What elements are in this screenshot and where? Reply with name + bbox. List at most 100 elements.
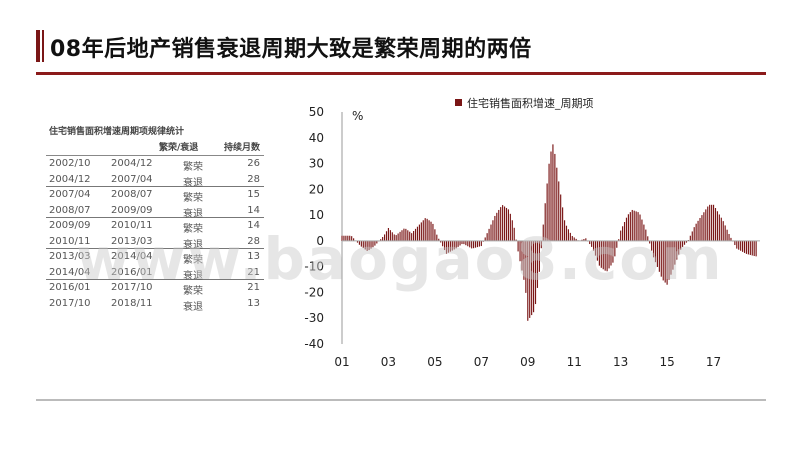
data-bar	[682, 240, 684, 247]
data-bar	[420, 222, 422, 241]
data-bar	[407, 230, 409, 241]
x-tick-label: 07	[474, 355, 489, 369]
data-bar	[385, 231, 388, 241]
page-title: 08年后地产销售衰退周期大致是繁荣周期的两倍	[50, 37, 532, 62]
data-bar	[548, 163, 550, 241]
data-bar	[455, 240, 457, 249]
data-bar	[469, 240, 471, 248]
row-months: 21	[247, 282, 260, 293]
data-bar	[668, 240, 670, 280]
data-bar	[614, 240, 616, 257]
data-bar	[631, 209, 633, 241]
data-bar	[356, 240, 359, 243]
row-phase: 衰退	[183, 177, 203, 189]
data-bar	[414, 228, 417, 241]
row-phase: 繁荣	[183, 255, 203, 266]
data-bar	[490, 224, 492, 241]
data-bar	[474, 240, 477, 248]
data-bar	[519, 240, 521, 262]
data-bar	[660, 240, 662, 277]
data-bar	[341, 235, 343, 241]
data-bar	[612, 240, 614, 263]
data-bar	[434, 229, 436, 241]
table-row: 2014/04 2016/01 衰退 21	[46, 265, 264, 282]
data-bar	[616, 240, 618, 248]
data-bar	[720, 217, 722, 241]
x-tick-label: 01	[334, 355, 349, 369]
data-bar	[445, 240, 448, 254]
row-months: 14	[247, 204, 260, 216]
x-tick-label: 17	[706, 355, 721, 369]
data-bar	[722, 221, 724, 241]
row-start: 2007/04	[49, 189, 91, 200]
row-start: 2016/01	[49, 282, 91, 293]
row-months: 28	[247, 173, 260, 185]
data-bar	[418, 224, 420, 241]
row-phase: 衰退	[183, 208, 203, 220]
header-phase: 繁荣/衰退	[159, 143, 199, 153]
data-bar	[724, 225, 726, 241]
data-bar	[403, 228, 405, 241]
data-bar	[426, 218, 428, 241]
data-bar	[380, 239, 382, 241]
row-end: 2009/09	[111, 204, 153, 216]
data-bar	[440, 240, 442, 243]
data-bar	[552, 144, 554, 241]
data-bar	[362, 240, 364, 249]
data-bar	[610, 240, 612, 266]
data-bar	[411, 233, 413, 241]
data-bar	[436, 234, 438, 241]
data-bar	[560, 194, 562, 241]
data-bar	[740, 240, 742, 251]
data-bar	[399, 231, 401, 241]
data-bar	[523, 240, 525, 280]
legend-swatch	[455, 99, 462, 106]
data-bar	[500, 207, 502, 241]
row-end: 2016/01	[111, 266, 153, 278]
data-bar	[583, 239, 585, 241]
data-bar	[662, 240, 664, 281]
data-bar	[397, 233, 399, 241]
data-bar	[391, 232, 393, 241]
data-bar	[476, 240, 479, 248]
data-bar	[571, 236, 573, 241]
data-bar	[507, 209, 510, 241]
data-bar	[554, 153, 556, 241]
data-bar	[345, 235, 347, 241]
data-bar	[639, 214, 641, 241]
data-bar	[442, 240, 444, 247]
data-bar	[678, 240, 680, 255]
row-months: 13	[247, 251, 260, 262]
data-bar	[443, 240, 446, 251]
data-bar	[689, 235, 691, 241]
data-bar	[712, 204, 715, 241]
data-bar	[488, 228, 490, 241]
data-bar	[726, 229, 728, 241]
table-row: 2008/07 2009/09 衰退 14	[46, 203, 264, 220]
row-months: 14	[247, 220, 260, 231]
data-bar	[360, 240, 362, 247]
data-bar	[351, 236, 353, 241]
data-bar	[416, 226, 419, 241]
data-bar	[738, 240, 740, 250]
row-start: 2014/04	[49, 266, 91, 278]
data-bar	[585, 238, 587, 241]
data-bar	[409, 231, 411, 241]
data-bar	[608, 240, 610, 269]
data-bar	[581, 239, 583, 241]
data-bar	[424, 218, 426, 241]
data-bar	[734, 240, 736, 246]
row-start: 2004/12	[49, 173, 91, 185]
data-bar	[736, 240, 738, 249]
data-bar	[395, 235, 397, 241]
data-bar	[658, 240, 660, 272]
data-bar	[517, 240, 519, 252]
data-bar	[366, 240, 368, 251]
row-end: 2008/07	[111, 189, 153, 200]
x-tick-label: 03	[381, 355, 396, 369]
data-bar	[569, 232, 571, 241]
data-bar	[701, 215, 703, 241]
y-tick-label: 30	[309, 157, 324, 171]
data-bar	[680, 240, 682, 250]
data-bar	[620, 230, 622, 241]
